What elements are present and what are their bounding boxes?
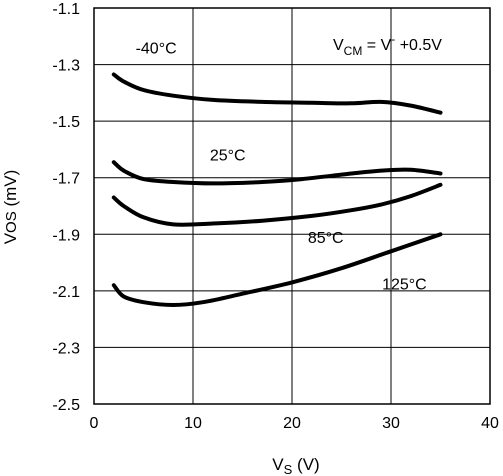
x-axis-title: VS (V) xyxy=(272,455,319,476)
y-tick-label: -2.5 xyxy=(52,397,80,414)
series-label: 25°C xyxy=(210,148,246,165)
x-tick-label: 30 xyxy=(382,415,400,432)
x-axis-title-unit: (V) xyxy=(292,455,319,474)
series-label: 85°C xyxy=(308,230,344,247)
series-label: 125°C xyxy=(382,276,427,293)
plot-frame xyxy=(93,7,491,405)
y-tick-label: -2.1 xyxy=(52,284,80,301)
condition-mid: = V xyxy=(362,37,391,54)
condition-sub: CM xyxy=(344,44,363,58)
y-tick-label: -1.1 xyxy=(52,1,80,18)
series-label: -40°C xyxy=(136,40,177,57)
y-axis-title: VOS (mV) xyxy=(1,170,20,245)
y-tick-label: -2.3 xyxy=(52,340,80,357)
data-series xyxy=(111,72,443,307)
series-line-85-C xyxy=(111,182,443,227)
series-line-125-C xyxy=(111,232,443,307)
x-tick-label: 40 xyxy=(481,415,499,432)
y-tick-label: -1.3 xyxy=(52,58,80,75)
grid-lines xyxy=(93,7,491,405)
series-line-minus-40-C xyxy=(111,72,443,115)
y-tick-label: -1.5 xyxy=(52,114,80,131)
x-axis-title-main: V xyxy=(272,455,284,474)
y-axis-title-unit: (mV) xyxy=(1,170,20,212)
condition-post: +0.5V xyxy=(395,37,442,54)
tick-labels: 0 10 20 30 40 -1.1 -1.3 -1.5 -1.7 -1.9 -2.1 -2.3 -2.… xyxy=(52,1,499,432)
y-axis-title-sub: OS xyxy=(3,211,20,233)
condition-sup: - xyxy=(391,32,395,46)
x-tick-label: 10 xyxy=(184,415,202,432)
x-tick-label: 0 xyxy=(90,415,99,432)
series-labels: -40°C 25°C 85°C 125°C xyxy=(136,40,427,293)
condition-annotation: VCM = V- +0.5V xyxy=(333,32,442,58)
x-tick-label: 20 xyxy=(283,415,301,432)
series-line-25-C xyxy=(111,160,443,186)
y-axis-title-main: V xyxy=(1,232,20,244)
y-tick-label: -1.9 xyxy=(52,227,80,244)
condition-pre: V xyxy=(333,37,344,54)
x-axis-title-sub: S xyxy=(284,462,293,476)
y-tick-label: -1.7 xyxy=(52,171,80,188)
